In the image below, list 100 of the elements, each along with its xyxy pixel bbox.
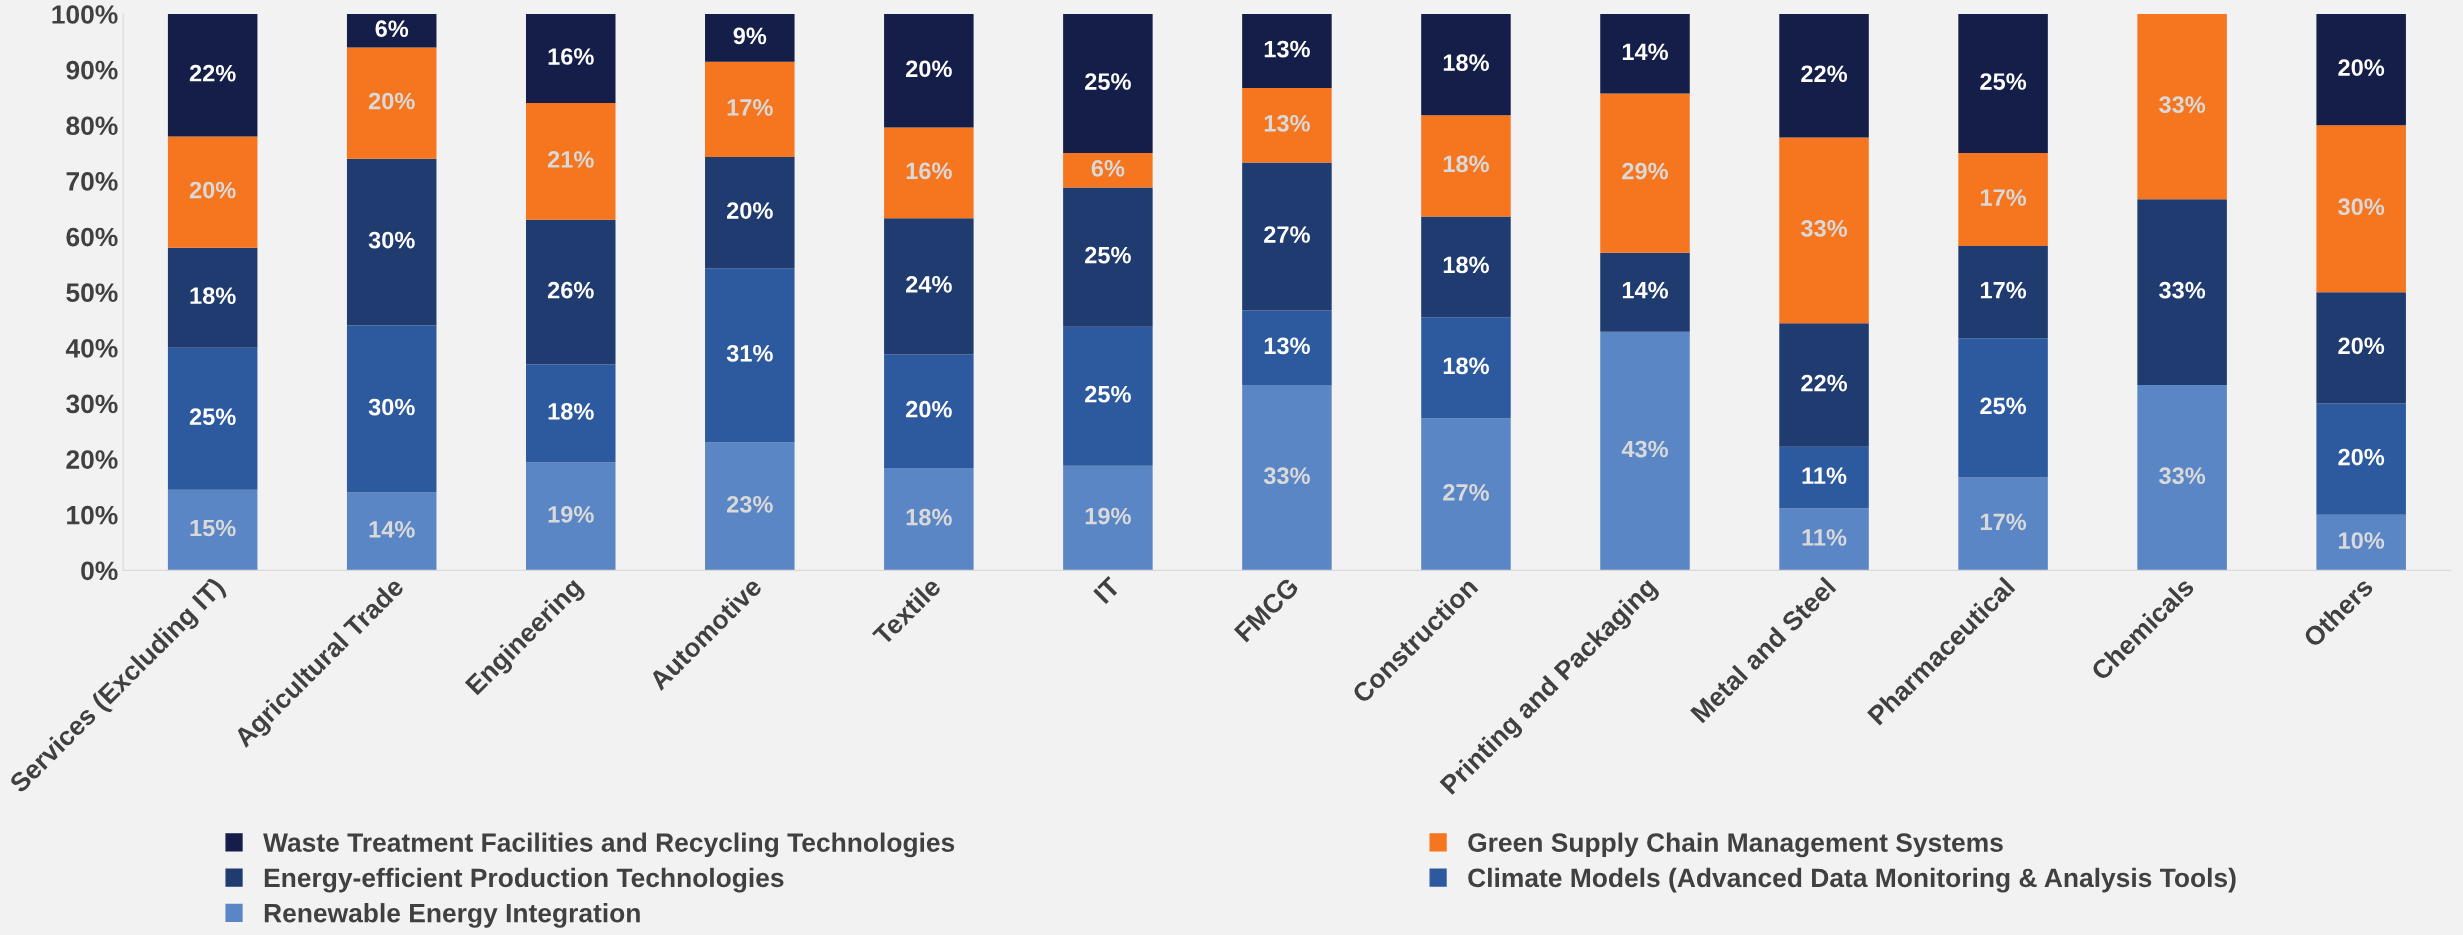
data-label: 10% [2339, 532, 2385, 549]
bar [884, 218, 974, 355]
y-tick-label: 70% [66, 172, 118, 191]
data-label: 20% [368, 92, 415, 110]
bar [705, 14, 795, 62]
data-label: 25% [189, 408, 236, 426]
bar [1958, 338, 2048, 478]
bar [1242, 88, 1332, 163]
bar [1063, 187, 1153, 327]
data-label: 20% [189, 181, 236, 199]
bar [1600, 331, 1690, 571]
bar [1600, 252, 1690, 332]
bar [2137, 385, 2227, 571]
bar [884, 467, 974, 571]
data-label: 29% [1622, 162, 1669, 180]
bar [2316, 14, 2406, 126]
data-label: 33% [2159, 467, 2206, 485]
bar [167, 489, 258, 571]
data-label: 20% [726, 202, 773, 219]
y-tick-label: 0% [81, 561, 118, 581]
bar [1421, 115, 1511, 217]
data-label: 6% [1091, 159, 1125, 177]
bar [1779, 446, 1869, 509]
bar [1958, 477, 2048, 571]
bar [346, 14, 437, 48]
bar [1063, 465, 1153, 571]
data-label: 25% [1085, 385, 1131, 403]
data-label: 33% [2159, 96, 2206, 114]
bar [705, 61, 795, 157]
data-label: 11% [1802, 529, 1847, 546]
data-label: 31% [726, 344, 773, 362]
data-label: 20% [2338, 448, 2385, 466]
bar [346, 47, 437, 159]
data-label: 14% [1622, 43, 1669, 61]
data-label: 17% [1980, 189, 2027, 206]
y-tick-label: 90% [66, 60, 118, 80]
bar [167, 136, 258, 248]
data-label: 19% [548, 506, 594, 523]
data-label: 14% [369, 521, 415, 538]
bar [1600, 14, 1690, 94]
data-label: 19% [1085, 507, 1131, 525]
bar [167, 247, 258, 348]
bar [2316, 514, 2406, 571]
data-label: 20% [2338, 337, 2385, 355]
bar [346, 158, 437, 326]
data-label: 18% [190, 287, 236, 305]
bar [1421, 14, 1511, 116]
y-tick-label: 80% [66, 116, 118, 136]
data-label: 17% [1980, 513, 2027, 531]
bar [525, 364, 616, 463]
data-label: 20% [906, 400, 952, 418]
data-label: 13% [1264, 337, 1310, 355]
bar [167, 14, 258, 137]
bar [525, 219, 616, 365]
data-label: 17% [1980, 281, 2027, 299]
data-label: 16% [548, 48, 594, 65]
bar [1779, 14, 1869, 138]
bar [1779, 323, 1869, 447]
data-label: 26% [547, 281, 594, 299]
data-label: 22% [1801, 374, 1848, 392]
data-label: 11% [1802, 467, 1847, 485]
data-label: 33% [1263, 467, 1310, 485]
data-label: 18% [548, 403, 594, 420]
data-label: 25% [1085, 246, 1131, 264]
bar [705, 442, 795, 571]
bar [1421, 216, 1511, 318]
bar [1421, 418, 1511, 571]
x-tick-label: IT [1093, 576, 1122, 605]
bar [1600, 93, 1690, 253]
data-label: 6% [375, 20, 409, 38]
y-tick-label: 40% [65, 338, 118, 358]
bar [525, 462, 616, 571]
y-tick-label: 10% [67, 505, 118, 525]
data-label: 24% [906, 275, 952, 293]
data-label: 30% [2338, 198, 2385, 216]
legend-label: Renewable Energy Integration [264, 903, 640, 928]
data-label: 22% [189, 64, 236, 82]
data-label: 30% [368, 398, 415, 416]
bar [1958, 246, 2048, 339]
bar [1242, 385, 1332, 571]
y-tick-label: 100% [52, 5, 118, 24]
bar [1958, 14, 2048, 154]
bar [884, 14, 974, 128]
bar [1779, 508, 1869, 571]
bar [2137, 14, 2227, 200]
y-tick-label: 60% [66, 227, 118, 247]
bar [705, 268, 795, 443]
data-label: 9% [733, 27, 767, 45]
data-label: 20% [2338, 59, 2385, 76]
legend-label: Waste Treatment Facilities and Recycling Technologies [263, 832, 955, 858]
bar [1063, 14, 1153, 154]
bar [2316, 403, 2406, 515]
data-label: 23% [726, 495, 773, 513]
bar [2316, 125, 2406, 293]
data-label: 25% [1085, 73, 1131, 90]
legend-label: Energy-efficient Production Technologies [264, 867, 784, 893]
data-label: 18% [1443, 54, 1489, 71]
bar [705, 157, 795, 269]
bar [1063, 153, 1153, 188]
bar [1242, 14, 1332, 89]
